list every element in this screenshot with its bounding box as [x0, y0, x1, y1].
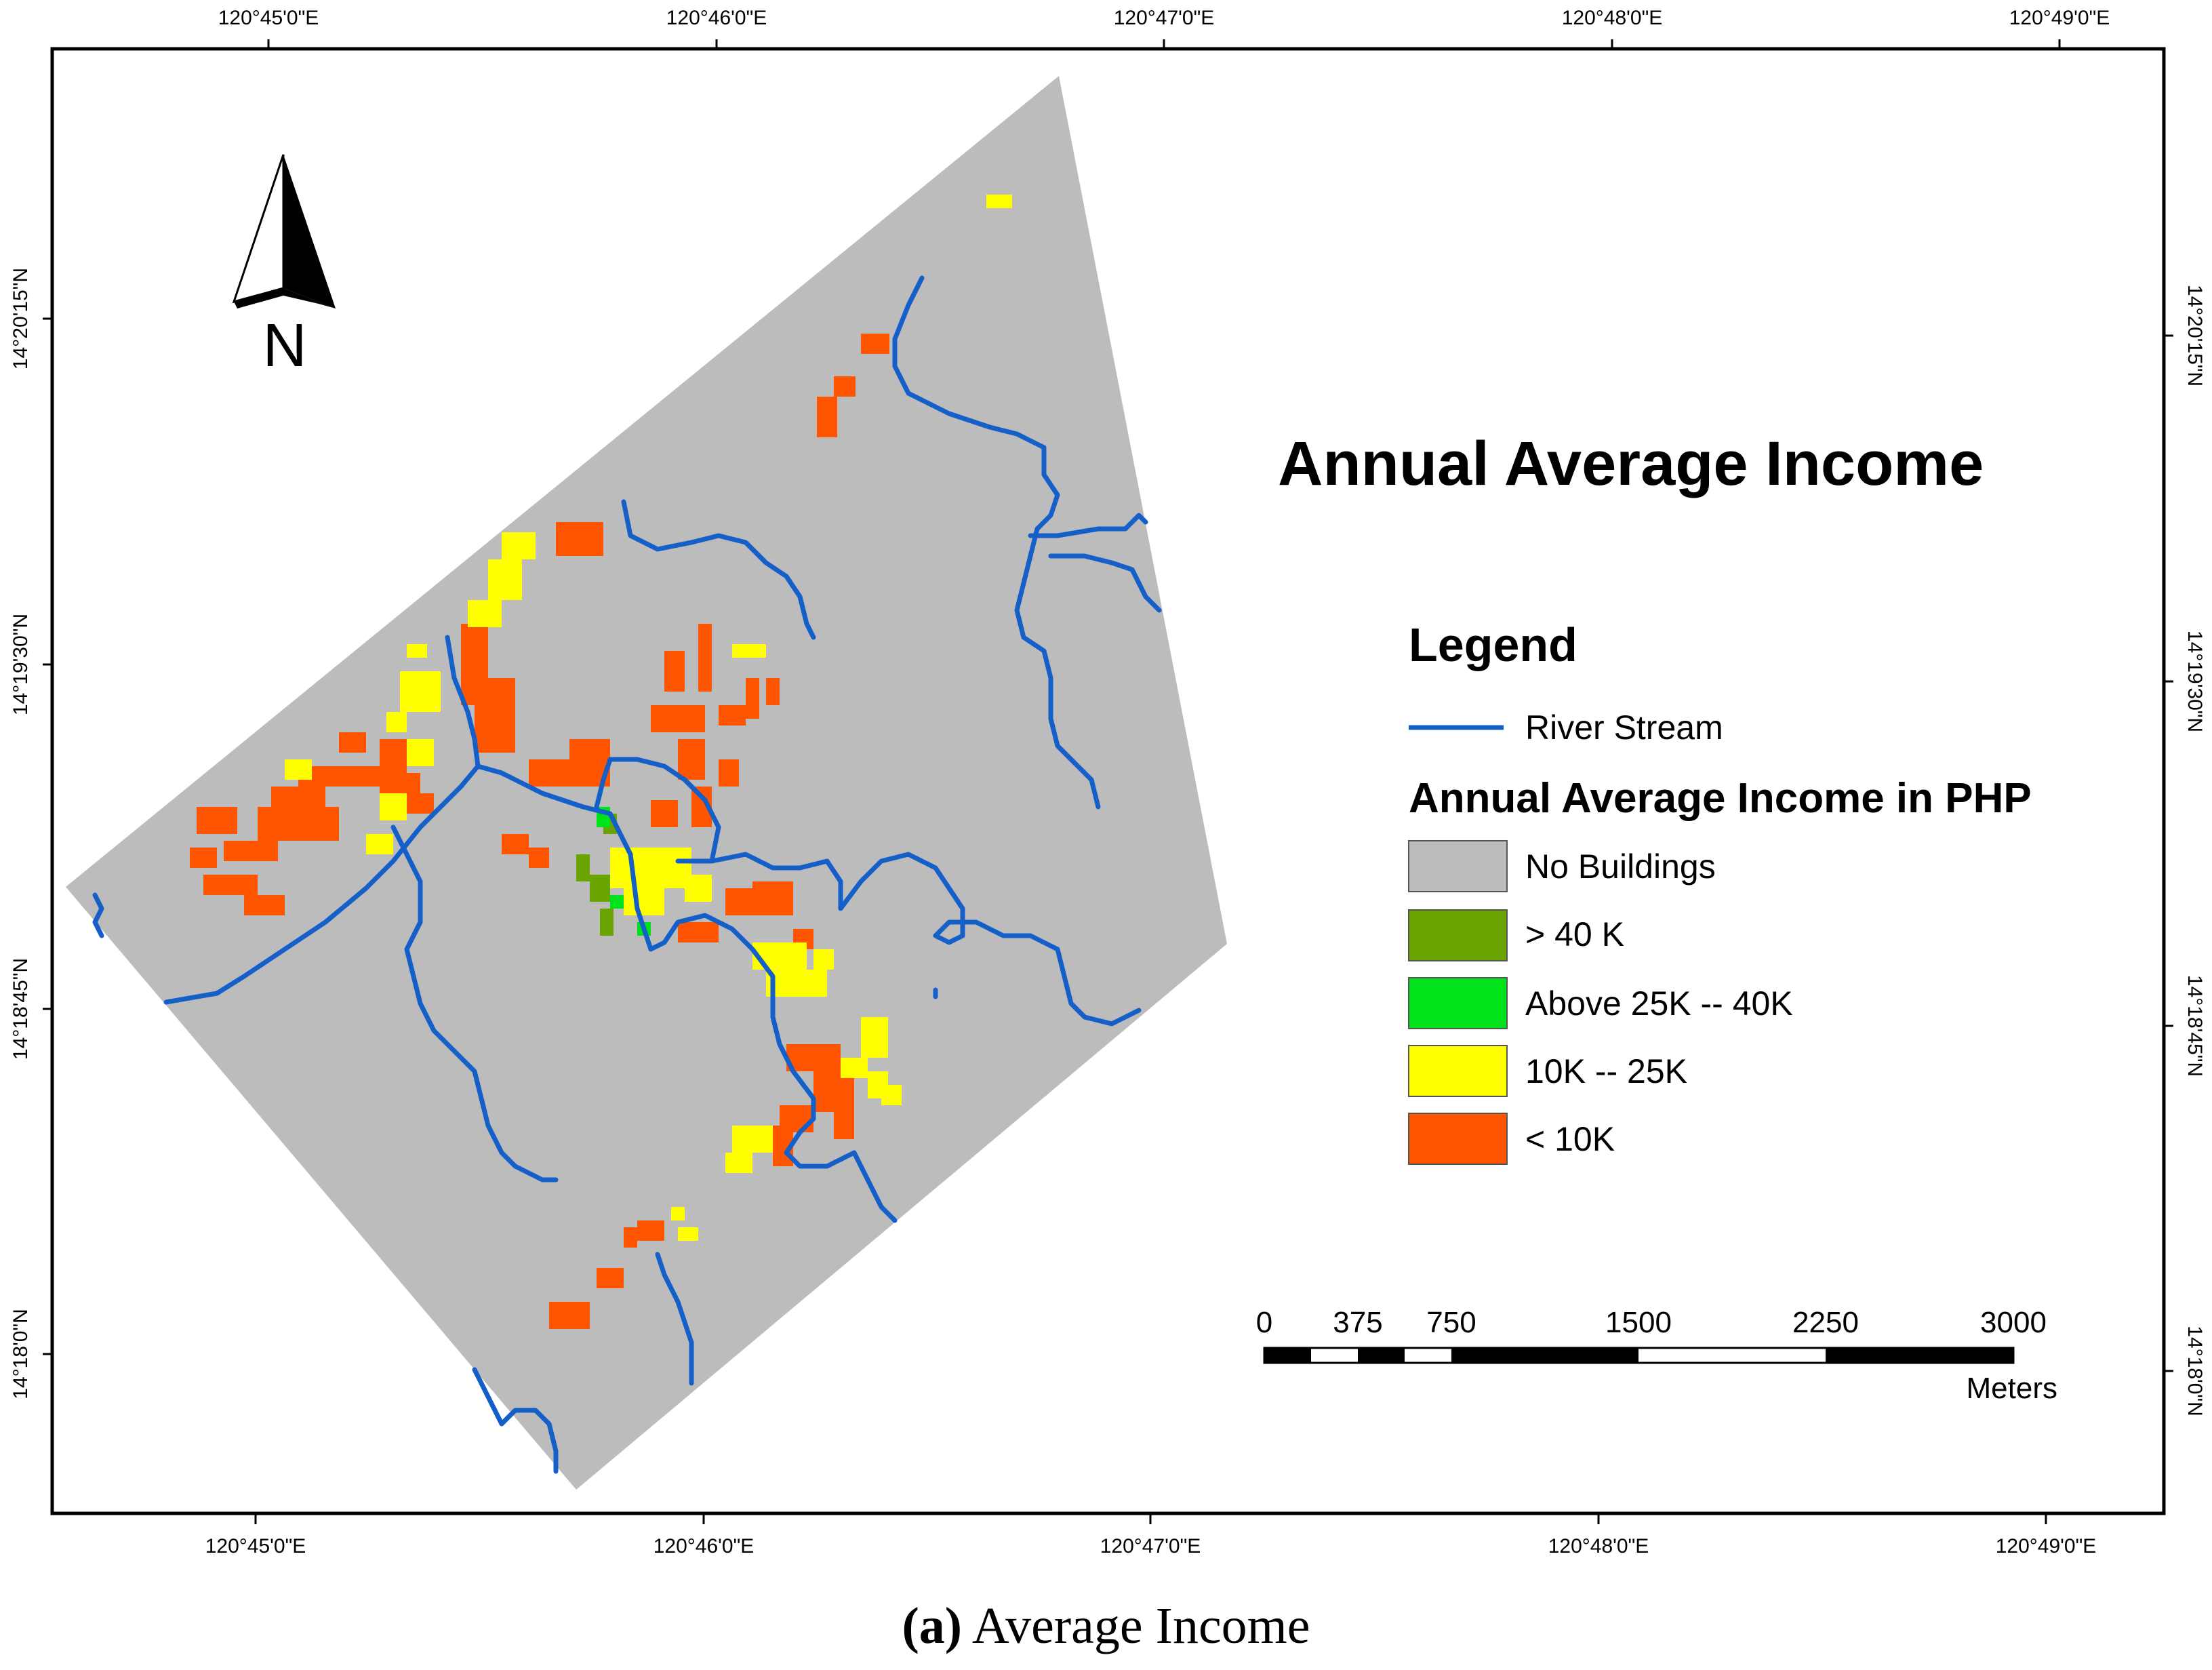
- north-arrow: N: [232, 154, 336, 380]
- legend: Legend River Stream Annual Average Incom…: [1408, 618, 2032, 1165]
- rivers: [92, 275, 1162, 1474]
- legend-label-gt-40k: > 40 K: [1525, 915, 1624, 953]
- legend-income-heading: Annual Average Income in PHP: [1409, 775, 2032, 822]
- river-west-loop: [445, 635, 481, 769]
- legend-label-10k-25k: 10K -- 25K: [1525, 1052, 1687, 1090]
- scale-label-1500: 1500: [1605, 1306, 1672, 1339]
- river-sw-edge: [472, 1367, 559, 1474]
- scale-label-375: 375: [1333, 1306, 1382, 1339]
- figure-caption: (a) Average Income: [0, 1597, 2212, 1656]
- legend-swatch-gt-40k: [1408, 909, 1508, 961]
- north-arrow-base: [234, 288, 336, 309]
- bottom-tick-2: 120°46'0"E: [653, 1535, 755, 1557]
- top-tick-5: 120°49'0"E: [2009, 7, 2110, 29]
- right-tick-2: 14°19'30"N: [2184, 631, 2206, 732]
- top-tick-4: 120°48'0"E: [1562, 7, 1663, 29]
- scale-label-750: 750: [1426, 1306, 1476, 1339]
- north-arrow-right-half: [283, 155, 336, 309]
- right-tick-3: 14°18'45"N: [2184, 975, 2206, 1077]
- left-tick-2: 14°19'30"N: [9, 614, 32, 715]
- scale-label-2250: 2250: [1792, 1306, 1859, 1339]
- river-sw: [390, 824, 559, 1182]
- legend-label-25k-40k: Above 25K -- 40K: [1525, 985, 1793, 1022]
- legend-label-no-buildings: No Buildings: [1525, 848, 1716, 886]
- scale-unit: Meters: [1967, 1372, 2057, 1405]
- cells-10k-25k: [285, 195, 1012, 1241]
- left-tick-3: 14°18'45"N: [9, 958, 32, 1060]
- scale-label-3000: 3000: [1980, 1306, 2047, 1339]
- top-tick-3: 120°47'0"E: [1114, 7, 1215, 29]
- left-tick-1: 14°20'15"N: [9, 268, 32, 370]
- bottom-tick-5: 120°49'0"E: [1996, 1535, 2097, 1557]
- right-graticule: 14°20'15"N 14°19'30"N 14°18'45"N 14°18'0…: [2164, 285, 2206, 1416]
- river-north: [892, 275, 1101, 810]
- legend-swatch-no-buildings: [1408, 840, 1508, 892]
- left-tick-4: 14°18'0"N: [9, 1309, 32, 1399]
- north-label: N: [263, 312, 307, 380]
- bottom-graticule: 120°45'0"E 120°46'0"E 120°47'0"E 120°48'…: [205, 1513, 2097, 1557]
- river-ne-branch: [1028, 513, 1148, 538]
- scale-bar: 0 375 750 1500 2250 3000 Meters: [1256, 1306, 2057, 1405]
- top-tick-1: 120°45'0"E: [218, 7, 319, 29]
- cells-lt-10k: [190, 334, 889, 1329]
- bottom-tick-1: 120°45'0"E: [205, 1535, 306, 1557]
- river-south: [655, 1252, 694, 1386]
- legend-swatch-lt-10k: [1408, 1113, 1508, 1165]
- river-main: [163, 763, 898, 1223]
- bottom-tick-4: 120°48'0"E: [1548, 1535, 1649, 1557]
- bottom-tick-3: 120°47'0"E: [1100, 1535, 1201, 1557]
- map-title: Annual Average Income: [1278, 429, 1984, 498]
- legend-swatch-10k-25k: [1408, 1045, 1508, 1097]
- legend-label-lt-10k: < 10K: [1525, 1120, 1615, 1158]
- caption-text: Average Income: [971, 1597, 1310, 1654]
- river-west-edge: [92, 892, 104, 938]
- right-tick-1: 14°20'15"N: [2184, 285, 2206, 386]
- river-nw: [621, 499, 816, 640]
- income-cells: [190, 195, 1012, 1329]
- scale-label-0: 0: [1256, 1306, 1272, 1339]
- top-tick-2: 120°46'0"E: [666, 7, 767, 29]
- study-area: [66, 76, 1227, 1490]
- caption-label: (a): [902, 1597, 963, 1654]
- legend-swatch-25k-40k: [1408, 977, 1508, 1029]
- river-upper: [594, 757, 721, 864]
- top-graticule: 120°45'0"E 120°46'0"E 120°47'0"E 120°48'…: [218, 7, 2110, 49]
- right-tick-4: 14°18'0"N: [2184, 1326, 2206, 1416]
- river-ne-branch-2: [1048, 553, 1162, 613]
- river-east: [675, 852, 1142, 1027]
- left-graticule: 14°20'15"N 14°19'30"N 14°18'45"N 14°18'0…: [9, 268, 52, 1399]
- legend-river-label: River Stream: [1525, 709, 1723, 747]
- legend-heading: Legend: [1409, 618, 1577, 671]
